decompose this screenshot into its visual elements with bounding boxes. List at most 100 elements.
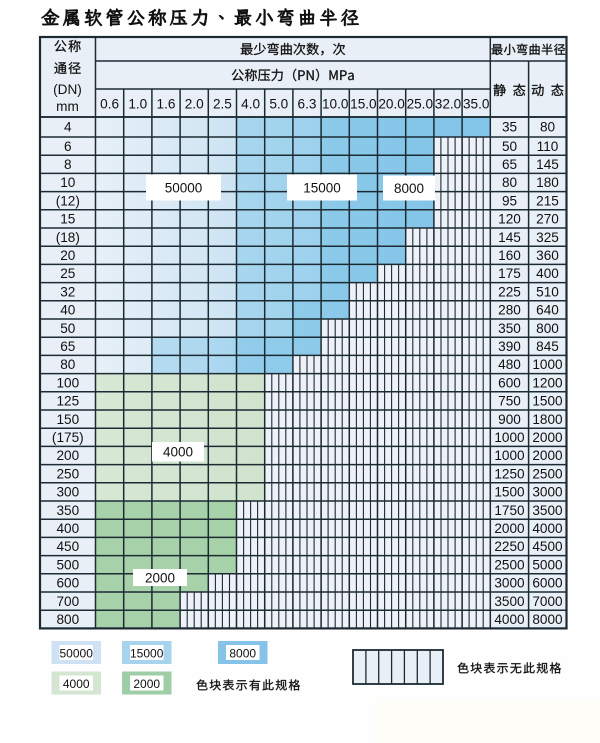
svg-text:845: 845 [536,339,559,354]
svg-text:600: 600 [56,576,79,591]
svg-text:1000: 1000 [532,357,563,372]
svg-text:8000: 8000 [394,181,424,196]
svg-text:(12): (12) [56,193,80,208]
svg-text:360: 360 [536,248,559,263]
svg-text:(175): (175) [52,430,84,445]
svg-text:4000: 4000 [63,677,90,691]
svg-text:7000: 7000 [532,594,563,609]
svg-text:160: 160 [498,248,521,263]
svg-text:2250: 2250 [494,539,525,554]
svg-text:270: 270 [536,212,559,227]
svg-text:225: 225 [498,284,521,299]
svg-text:25.0: 25.0 [407,97,434,112]
svg-text:10.0: 10.0 [322,97,349,112]
svg-text:1000: 1000 [494,448,525,463]
svg-text:10: 10 [60,175,76,190]
svg-text:4.0: 4.0 [241,97,260,112]
svg-text:200: 200 [56,448,79,463]
svg-text:8000: 8000 [229,647,256,661]
svg-text:1750: 1750 [494,503,525,518]
svg-text:6.3: 6.3 [298,97,317,112]
svg-text:400: 400 [536,266,559,281]
svg-text:2000: 2000 [532,430,563,445]
svg-text:2500: 2500 [494,557,525,572]
svg-text:15000: 15000 [130,647,164,661]
svg-text:900: 900 [498,412,521,427]
svg-text:350: 350 [56,503,79,518]
svg-text:2.0: 2.0 [185,97,204,112]
svg-text:1500: 1500 [494,485,525,500]
svg-text:1.0: 1.0 [128,97,147,112]
svg-text:2000: 2000 [494,521,525,536]
svg-text:35: 35 [502,120,517,135]
svg-text:2000: 2000 [532,448,563,463]
svg-text:250: 250 [56,466,79,481]
svg-text:120: 120 [498,212,521,227]
svg-text:(DN): (DN) [53,82,82,97]
svg-text:50: 50 [502,139,518,154]
svg-text:450: 450 [56,539,79,554]
svg-text:32: 32 [60,284,75,299]
svg-text:50000: 50000 [165,180,203,195]
svg-text:2000: 2000 [133,677,160,691]
svg-text:215: 215 [536,193,559,208]
svg-text:32.0: 32.0 [435,97,462,112]
svg-text:1200: 1200 [532,375,563,390]
svg-text:145: 145 [536,157,559,172]
svg-text:180: 180 [536,175,559,190]
svg-text:750: 750 [498,394,521,409]
svg-text:50: 50 [60,321,76,336]
svg-text:1800: 1800 [532,412,563,427]
svg-text:95: 95 [502,193,517,208]
svg-text:5000: 5000 [532,557,563,572]
svg-text:20.0: 20.0 [378,97,405,112]
svg-text:20: 20 [60,248,76,263]
svg-text:15: 15 [60,212,75,227]
svg-text:(18): (18) [56,230,80,245]
svg-text:5.0: 5.0 [269,97,288,112]
svg-text:2000: 2000 [145,570,175,585]
svg-text:150: 150 [56,412,79,427]
svg-text:145: 145 [498,230,521,245]
svg-text:700: 700 [56,594,79,609]
svg-text:15000: 15000 [303,180,341,195]
svg-text:110: 110 [537,139,559,154]
svg-text:4: 4 [64,120,72,135]
svg-text:3000: 3000 [532,485,563,500]
svg-text:8: 8 [64,157,72,172]
svg-text:6000: 6000 [532,576,563,591]
svg-text:80: 80 [502,175,518,190]
svg-text:480: 480 [498,357,521,372]
svg-text:2500: 2500 [532,466,563,481]
svg-text:35.0: 35.0 [463,97,490,112]
svg-text:390: 390 [498,339,521,354]
svg-text:280: 280 [498,303,521,318]
svg-text:4000: 4000 [532,521,563,536]
svg-text:300: 300 [56,485,79,500]
svg-text:40: 40 [60,303,76,318]
svg-text:1000: 1000 [494,430,525,445]
svg-text:80: 80 [540,120,556,135]
svg-text:15.0: 15.0 [350,97,377,112]
svg-text:50000: 50000 [60,647,94,661]
svg-text:4500: 4500 [532,539,563,554]
svg-text:3500: 3500 [532,503,563,518]
svg-text:125: 125 [56,394,79,409]
svg-text:1500: 1500 [532,394,563,409]
svg-text:640: 640 [536,303,559,318]
svg-text:600: 600 [498,375,521,390]
svg-text:80: 80 [60,357,76,372]
svg-text:65: 65 [502,157,517,172]
svg-text:510: 510 [536,284,559,299]
svg-text:3500: 3500 [494,594,525,609]
svg-text:325: 325 [536,230,559,245]
svg-text:800: 800 [56,612,79,627]
svg-text:350: 350 [498,321,521,336]
svg-text:500: 500 [56,557,79,572]
svg-text:0.6: 0.6 [100,97,119,112]
svg-text:400: 400 [56,521,79,536]
svg-text:25: 25 [60,266,75,281]
svg-text:4000: 4000 [163,445,193,460]
svg-text:4000: 4000 [494,612,525,627]
svg-text:2.5: 2.5 [213,97,232,112]
